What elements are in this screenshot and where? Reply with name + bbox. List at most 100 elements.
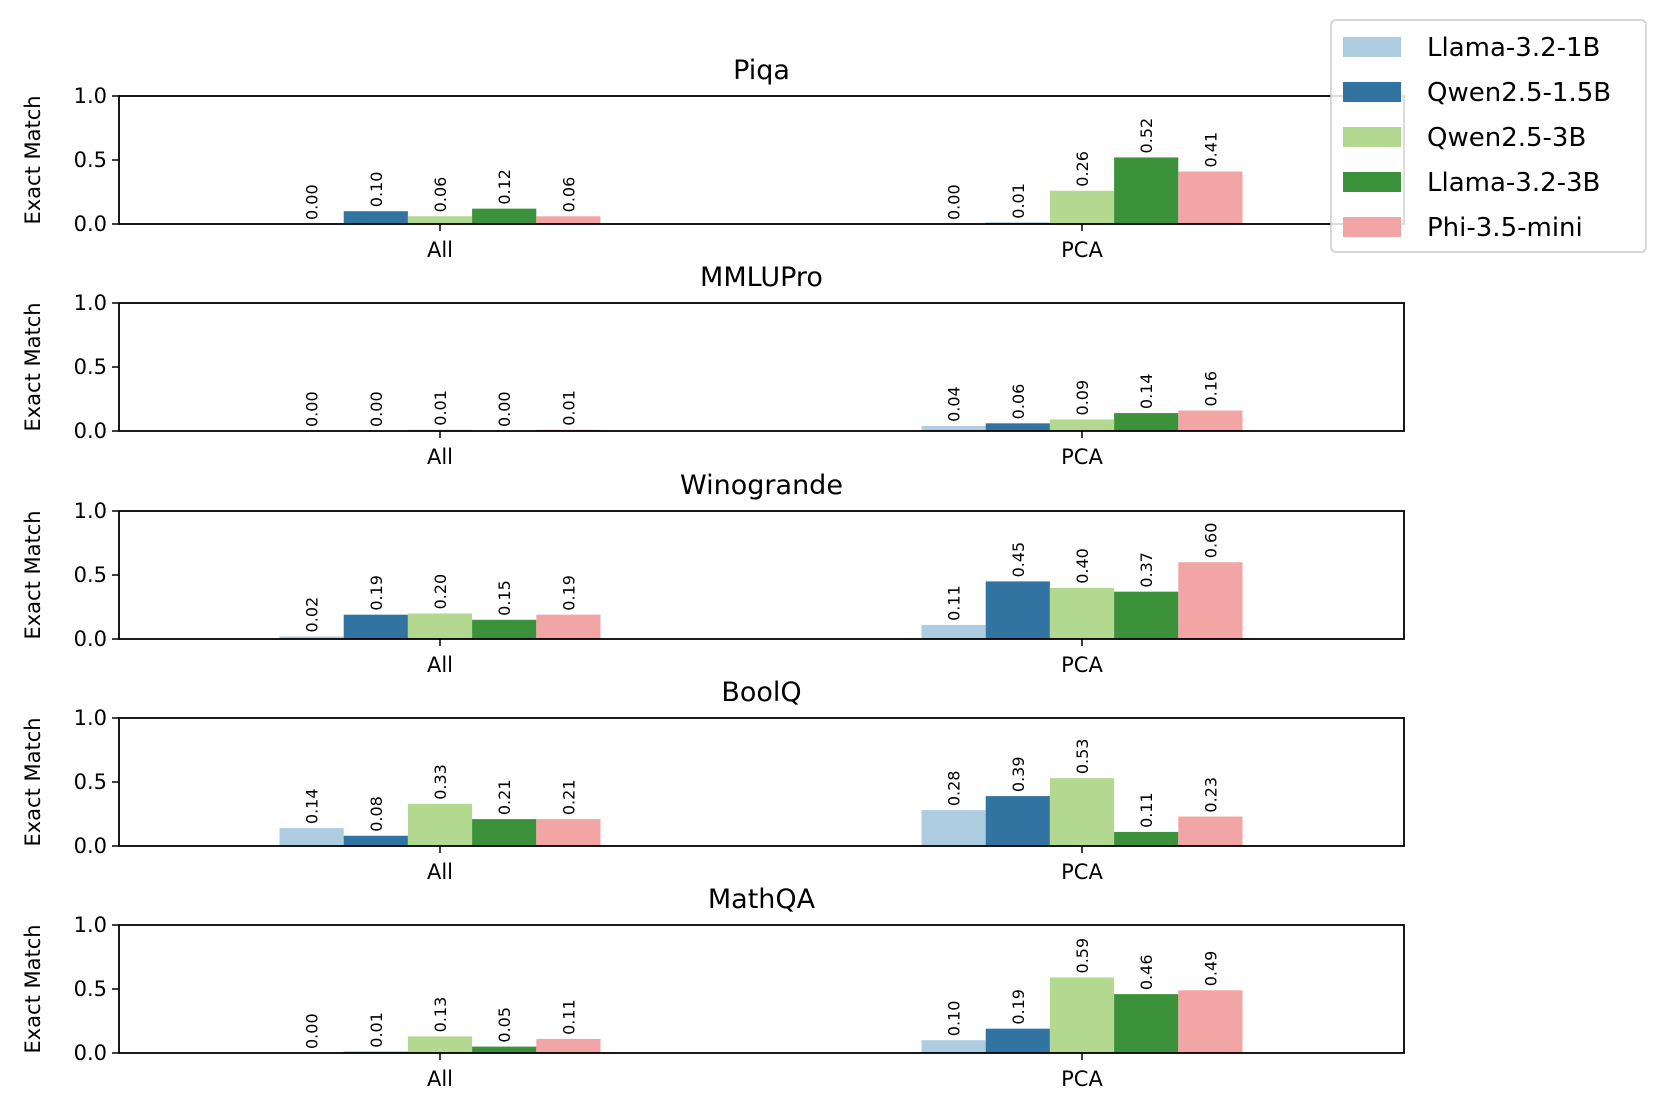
legend-swatch	[1343, 127, 1401, 147]
bar	[407, 613, 473, 639]
bar-value-label: 0.59	[1073, 938, 1092, 974]
bar-value-label: 0.37	[1137, 552, 1156, 588]
bar-value-label: 0.21	[495, 779, 514, 815]
bar-value-label: 0.04	[945, 386, 964, 422]
bar-value-label: 0.19	[1009, 989, 1028, 1025]
bar	[1114, 413, 1179, 431]
x-tick-label: All	[427, 1067, 453, 1091]
bar	[407, 216, 473, 224]
y-tick-label: 0.0	[74, 1041, 107, 1065]
bar-value-label: 0.46	[1137, 954, 1156, 990]
bar	[536, 216, 601, 224]
legend-swatch	[1343, 37, 1401, 57]
bar-value-label: 0.52	[1137, 118, 1156, 154]
bar	[1178, 171, 1243, 224]
bar	[1114, 157, 1179, 224]
bar	[472, 819, 537, 846]
bar	[985, 423, 1050, 431]
bar	[472, 208, 537, 224]
bar-value-label: 0.11	[945, 585, 964, 621]
bar	[1178, 816, 1243, 846]
bar-value-label: 0.06	[559, 177, 578, 213]
bar	[1178, 562, 1243, 639]
bar-value-label: 0.06	[431, 177, 450, 213]
bar-value-label: 0.21	[559, 779, 578, 815]
x-tick-label: All	[427, 653, 453, 677]
panel-title: Winogrande	[680, 470, 843, 501]
legend-swatch	[1343, 217, 1401, 237]
axes-frame	[118, 510, 1405, 640]
bar	[985, 796, 1050, 846]
bar-value-label: 0.14	[1137, 373, 1156, 409]
bar	[472, 619, 537, 639]
bar	[472, 1046, 537, 1053]
bar-value-label: 0.11	[1137, 792, 1156, 828]
bar	[343, 614, 408, 639]
bar	[1049, 778, 1115, 846]
bar-value-label: 0.01	[431, 390, 450, 426]
y-tick-label: 1.0	[74, 84, 107, 108]
bar-value-label: 0.00	[303, 391, 322, 427]
bar-value-label: 0.45	[1009, 542, 1028, 578]
legend-label: Phi-3.5-mini	[1427, 213, 1583, 243]
bar	[1049, 419, 1115, 431]
bar-value-label: 0.28	[945, 771, 964, 807]
legend: Llama-3.2-1B Qwen2.5-1.5B Qwen2.5-3B Llama-…	[1330, 19, 1647, 253]
bar-value-label: 0.40	[1073, 548, 1092, 584]
y-tick-label: 0.0	[74, 212, 107, 236]
bar-value-label: 0.19	[559, 575, 578, 611]
bar	[279, 636, 344, 639]
axes-frame	[118, 302, 1405, 432]
legend-swatch	[1343, 82, 1401, 102]
bar	[921, 810, 986, 846]
panel-piqa: Piqa 0.0 0.5 1.0 Exact Match 0.00 0.10 0.06 0.12…	[21, 55, 1405, 262]
bar	[921, 1040, 986, 1053]
bar-value-label: 0.00	[303, 184, 322, 220]
bar-value-label: 0.60	[1201, 523, 1220, 559]
bar-value-label: 0.15	[495, 580, 514, 616]
y-axis-label: Exact Match	[21, 924, 45, 1053]
y-tick-label: 0.5	[74, 770, 107, 794]
bar	[985, 1028, 1050, 1053]
panel-title: Piqa	[733, 55, 790, 86]
bar	[921, 425, 986, 431]
panel-title: MMLUPro	[700, 262, 823, 293]
bar-value-label: 0.10	[367, 172, 386, 208]
bar-value-label: 0.09	[1073, 380, 1092, 416]
y-tick-label: 0.0	[74, 419, 107, 443]
bar-value-label: 0.00	[495, 391, 514, 427]
panel-boolq: BoolQ 0.0 0.5 1.0 Exact Match 0.14 0.08 0.33 0.2…	[21, 677, 1405, 884]
legend-box	[1330, 19, 1647, 253]
panel-mmlupro: MMLUPro 0.0 0.5 1.0 Exact Match 0.00 0.00 0.01 0…	[21, 262, 1405, 469]
legend-swatch	[1343, 172, 1401, 192]
panel-winogrande: Winogrande 0.0 0.5 1.0 Exact Match 0.02 0.19 0.…	[21, 470, 1405, 677]
bar	[343, 835, 408, 846]
legend-label: Qwen2.5-3B	[1427, 123, 1586, 153]
bar-value-label: 0.33	[431, 764, 450, 800]
y-axis-label: Exact Match	[21, 717, 45, 846]
panel-title: MathQA	[708, 884, 816, 915]
y-tick-label: 0.5	[74, 563, 107, 587]
bar	[921, 624, 986, 639]
y-axis-label: Exact Match	[21, 302, 45, 431]
y-tick-label: 0.5	[74, 148, 107, 172]
bar-value-label: 0.08	[367, 796, 386, 832]
y-tick-label: 0.0	[74, 834, 107, 858]
y-axis-label: Exact Match	[21, 95, 45, 224]
bar-value-label: 0.20	[431, 574, 450, 610]
bar-value-label: 0.00	[945, 184, 964, 220]
bar-value-label: 0.05	[495, 1007, 514, 1043]
bar-value-label: 0.14	[303, 788, 322, 824]
bar-value-label: 0.12	[495, 169, 514, 205]
x-tick-label: PCA	[1061, 860, 1103, 884]
bar-value-label: 0.10	[945, 1001, 964, 1037]
bar-value-label: 0.11	[559, 999, 578, 1035]
x-tick-label: PCA	[1061, 445, 1103, 469]
bar-value-label: 0.13	[431, 997, 450, 1033]
legend-label: Qwen2.5-1.5B	[1427, 78, 1611, 108]
bar	[407, 803, 473, 846]
bar-value-label: 0.02	[303, 597, 322, 633]
legend-label: Llama-3.2-3B	[1427, 168, 1600, 198]
y-tick-label: 0.5	[74, 977, 107, 1001]
